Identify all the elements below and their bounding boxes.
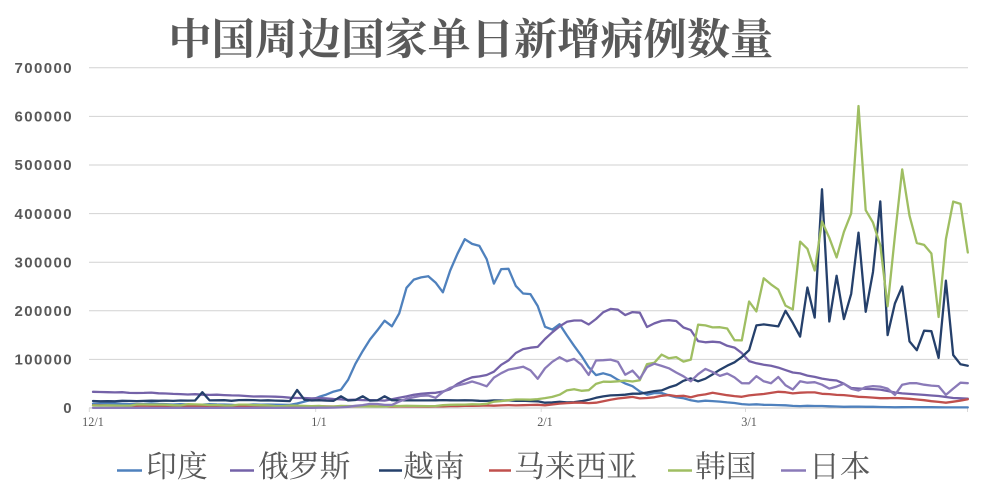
svg-text:3/1: 3/1 [741, 415, 757, 429]
svg-text:400000: 400000 [15, 206, 73, 223]
svg-text:1/1: 1/1 [311, 415, 327, 429]
svg-text:100000: 100000 [15, 352, 73, 369]
svg-text:0: 0 [63, 400, 73, 417]
svg-text:200000: 200000 [15, 303, 73, 320]
svg-text:600000: 600000 [15, 109, 73, 126]
svg-text:2/1: 2/1 [537, 415, 553, 429]
svg-text:300000: 300000 [15, 254, 73, 271]
svg-text:700000: 700000 [15, 60, 73, 77]
svg-text:500000: 500000 [15, 157, 73, 174]
svg-text:12/1: 12/1 [82, 415, 104, 429]
